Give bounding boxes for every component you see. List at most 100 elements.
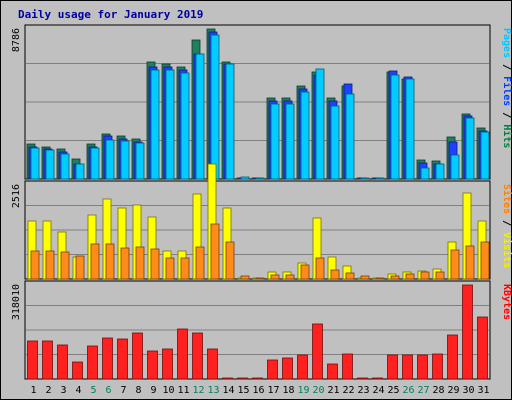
legend-entry: / — [501, 214, 512, 232]
bar-pages — [255, 177, 265, 180]
x-tick-label: 16 — [252, 385, 264, 396]
bar-pages — [45, 149, 55, 180]
x-tick-label: 7 — [120, 385, 126, 396]
bar-kbytes — [42, 340, 53, 380]
bar-kbytes — [477, 316, 488, 380]
bar-sites — [450, 249, 460, 280]
bar-kbytes — [282, 357, 293, 380]
x-tick-label: 18 — [282, 385, 294, 396]
bar-sites — [180, 257, 190, 280]
legend-entry: / — [501, 58, 512, 76]
bar-kbytes — [297, 354, 308, 380]
bar-sites — [375, 277, 385, 280]
bar-pages — [165, 69, 175, 180]
bar-pages — [120, 140, 130, 180]
x-tick-label: 20 — [312, 385, 324, 396]
panel-legend: Pages / Files / Hits — [501, 28, 512, 148]
bar-sites — [120, 247, 130, 280]
series-kbytes — [27, 284, 488, 380]
bar-kbytes — [402, 354, 413, 380]
bar-pages — [315, 68, 325, 180]
bar-sites — [30, 250, 40, 280]
legend-entry: Visits — [501, 232, 512, 268]
bar-kbytes — [27, 340, 38, 380]
x-tick-label: 11 — [177, 385, 189, 396]
bar-sites — [315, 257, 325, 280]
x-tick-label: 12 — [192, 385, 204, 396]
x-axis-labels: 1 2 3 4 5 6 7 8 9 10 11 12 13 14 15 16 17 18 19 20 21 22 23 24 2… — [30, 385, 489, 396]
bar-kbytes — [267, 359, 278, 380]
bar-kbytes — [207, 348, 218, 380]
bar-sites — [240, 275, 250, 280]
series-pages — [30, 34, 490, 180]
panels-layer: 8786 Pages / Files / Hits 2516 Sites / Visi… — [11, 24, 512, 380]
bar-kbytes — [432, 353, 443, 380]
bar-pages — [465, 117, 475, 180]
bar-pages — [60, 153, 70, 180]
x-tick-label: 23 — [357, 385, 369, 396]
bar-sites — [60, 251, 70, 280]
bar-kbytes — [357, 377, 368, 380]
bar-sites — [255, 277, 265, 280]
bar-kbytes — [147, 350, 158, 380]
bar-kbytes — [447, 334, 458, 380]
bar-pages — [450, 154, 460, 180]
x-tick-label: 22 — [342, 385, 354, 396]
x-tick-label: 8 — [135, 385, 141, 396]
bar-kbytes — [222, 377, 233, 380]
x-tick-label: 21 — [327, 385, 339, 396]
bar-pages — [300, 91, 310, 180]
bar-sites — [390, 275, 400, 280]
bar-kbytes — [252, 377, 263, 380]
legend-entry: / — [501, 106, 512, 124]
x-tick-label: 15 — [237, 385, 249, 396]
chart-title: Daily usage for January 2019 — [18, 8, 203, 21]
bar-pages — [435, 163, 445, 180]
bar-sites — [330, 269, 340, 280]
bar-pages — [90, 147, 100, 180]
x-tick-label: 29 — [447, 385, 459, 396]
bar-sites — [225, 241, 235, 280]
bar-pages — [285, 103, 295, 180]
bar-pages — [180, 72, 190, 180]
legend-entry: Hits — [501, 124, 512, 148]
bar-kbytes — [342, 353, 353, 380]
bar-pages — [420, 167, 430, 180]
x-tick-label: 3 — [60, 385, 66, 396]
x-tick-label: 10 — [162, 385, 174, 396]
x-tick-label: 24 — [372, 385, 384, 396]
bar-sites — [90, 243, 100, 280]
bar-pages — [240, 176, 250, 180]
x-tick-label: 9 — [150, 385, 156, 396]
bar-sites — [165, 257, 175, 280]
legend-entry: Sites — [501, 184, 512, 214]
bar-kbytes — [177, 328, 188, 380]
bar-kbytes — [192, 332, 203, 380]
bar-pages — [390, 74, 400, 180]
bar-kbytes — [87, 345, 98, 380]
bar-pages — [405, 78, 415, 180]
bar-pages — [210, 34, 220, 180]
bar-pages — [75, 163, 85, 180]
y-max-label: 318010 — [11, 284, 22, 320]
bar-pages — [105, 139, 115, 180]
bar-pages — [480, 131, 490, 180]
bar-kbytes — [72, 361, 83, 380]
bar-pages — [135, 142, 145, 180]
bar-sites — [45, 250, 55, 280]
bar-sites — [360, 275, 370, 280]
panel-kbytes: 318010 KBytes — [11, 280, 512, 380]
bar-sites — [405, 273, 415, 280]
series-sites — [30, 223, 490, 280]
bar-sites — [105, 243, 115, 280]
legend-entry: Files — [501, 76, 512, 106]
bar-sites — [435, 271, 445, 280]
bar-sites — [150, 248, 160, 280]
bar-pages — [270, 103, 280, 180]
x-tick-label: 1 — [30, 385, 36, 396]
bar-kbytes — [372, 377, 383, 380]
bar-kbytes — [162, 348, 173, 380]
bar-kbytes — [462, 284, 473, 380]
bar-sites — [135, 246, 145, 280]
